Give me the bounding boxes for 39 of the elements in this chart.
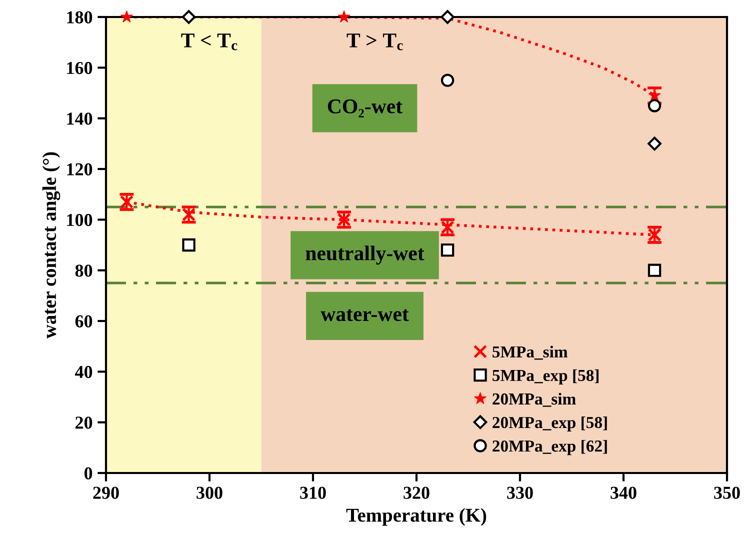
y-tick-label: 0	[84, 467, 92, 480]
y-axis-title: water contact angle (°)	[42, 152, 60, 339]
annotation: CO₂-wet	[328, 99, 402, 118]
y-tick-label: 20	[76, 416, 92, 429]
point	[338, 10, 350, 22]
annotation: water-wet	[320, 309, 409, 322]
x-tick-label: 290	[93, 486, 119, 499]
y-tick-label: 160	[67, 62, 92, 74]
y-tick-label: 140	[67, 112, 92, 125]
y-tick-label: 100	[67, 214, 92, 226]
point	[648, 99, 662, 112]
x-tick-label: 350	[714, 486, 740, 499]
point	[440, 10, 454, 24]
annotation: neutrally-wet	[306, 246, 424, 265]
x-tick-label: 300	[196, 486, 222, 499]
legend-label: 20MPa_sim	[492, 392, 576, 407]
y-tick-label: 180	[67, 11, 92, 24]
point	[440, 74, 454, 87]
point	[440, 243, 454, 257]
x-axis-title: Temperature (K)	[346, 508, 486, 526]
x-tick-label: 340	[610, 486, 636, 499]
y-tick-label: 40	[75, 366, 92, 378]
legend-label: 20MPa_exp [62]	[492, 440, 607, 456]
point	[182, 238, 196, 252]
legend-label: 5MPa_exp [58]	[492, 369, 599, 384]
point	[648, 136, 662, 151]
legend-label: 20MPa_exp [58]	[492, 416, 607, 432]
x-tick-label: 310	[300, 486, 326, 499]
y-tick-label: 80	[75, 264, 92, 277]
legend-label: 5MPa_sim	[492, 346, 568, 360]
point	[120, 10, 133, 22]
annotation: T < T$_{c}$	[181, 34, 238, 50]
point	[182, 10, 196, 24]
annotation: T > T$_{c}$	[346, 34, 403, 50]
y-tick-label: 120	[67, 163, 92, 176]
x-tick-label: 330	[507, 486, 533, 499]
x-tick-label: 320	[404, 486, 430, 499]
y-tick-label: 60	[75, 315, 92, 328]
point	[648, 264, 662, 277]
